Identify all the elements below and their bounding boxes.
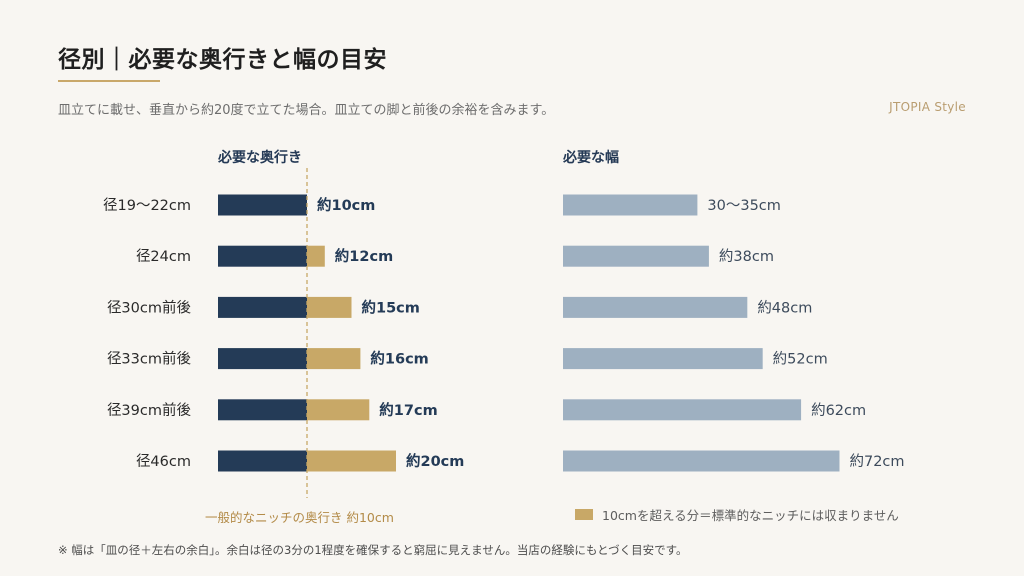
depth-base-bar [218,194,307,216]
depth-base-bar [218,245,307,267]
category-label: 径39cm前後 [107,402,192,419]
depth-extra-bar [307,245,325,267]
depth-chart-title: 必要な奥行き [218,150,302,166]
legend-swatch-gold [575,509,593,520]
title-underline [58,80,160,82]
width-data-label: 約38cm [719,248,774,265]
width-bar [563,194,698,216]
width-bar [563,245,709,267]
depth-base-bar [218,450,307,472]
width-data-label: 約62cm [811,402,866,419]
depth-extra-bar [307,296,352,318]
reference-line-legend: 一般的なニッチの奥行き 約10cm [205,510,394,525]
depth-base-bar [218,348,307,370]
category-label: 径19〜22cm [103,197,191,214]
depth-extra-bar [307,450,396,472]
depth-data-label: 約12cm [335,247,393,265]
depth-base-bar [218,296,307,318]
depth-data-label: 約10cm [317,196,375,214]
page-title: 径別｜必要な奥行きと幅の目安 [58,47,387,73]
category-label: 径33cm前後 [107,351,192,368]
brand-label: JTOPIA Style [889,100,966,114]
width-chart-title: 必要な幅 [563,150,619,166]
width-bar [563,450,840,472]
width-data-label: 約48cm [757,299,812,316]
width-data-label: 約52cm [773,351,828,368]
depth-data-label: 約16cm [370,350,428,368]
category-label: 径24cm [136,248,191,265]
depth-base-bar [218,399,307,421]
width-bar [563,399,802,421]
depth-extra-bar [307,348,361,370]
footnote: ※ 幅は「皿の径＋左右の余白」。余白は径の3分の1程度を確保すると窮屈に見えませ… [58,543,688,557]
width-bar [563,296,748,318]
category-label: 径30cm前後 [107,299,192,316]
depth-data-label: 約17cm [379,401,437,419]
depth-extra-bar [307,399,370,421]
overflow-legend: 10cmを超える分＝標準的なニッチには収まりません [575,505,899,524]
width-bar [563,348,763,370]
depth-data-label: 約15cm [362,298,420,316]
depth-data-label: 約20cm [406,452,464,470]
subtitle: 皿立てに載せ、垂直から約20度で立てた場合。皿立ての脚と前後の余裕を含みます。 [58,103,555,118]
width-data-label: 30〜35cm [707,198,781,214]
width-data-label: 約72cm [849,453,904,470]
category-label: 径46cm [136,453,191,470]
overflow-legend-label: 10cmを超える分＝標準的なニッチには収まりません [602,508,899,523]
